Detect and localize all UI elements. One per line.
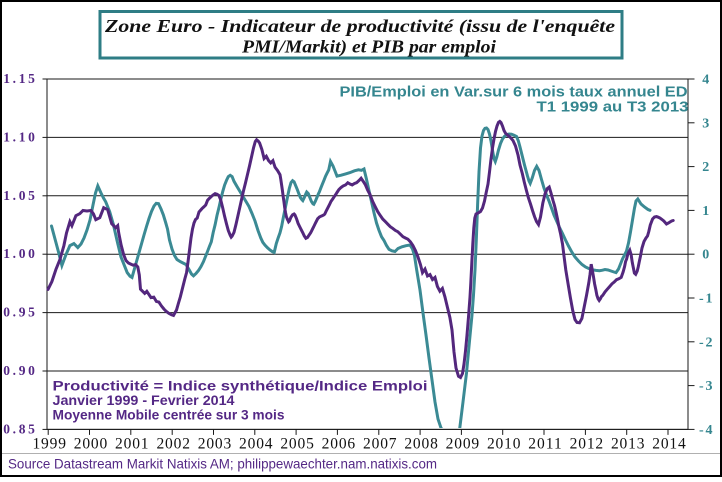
svg-text:2014: 2014	[652, 435, 686, 452]
svg-text:2013: 2013	[611, 435, 645, 452]
svg-text:2002: 2002	[156, 435, 190, 452]
svg-text:2009: 2009	[446, 435, 480, 452]
svg-text:-4: -4	[699, 423, 713, 438]
svg-text:Moyenne Mobile centrée sur 3 m: Moyenne Mobile centrée sur 3 mois	[53, 408, 285, 423]
svg-text:2006: 2006	[322, 435, 356, 452]
svg-text:1999: 1999	[32, 435, 66, 452]
svg-text:Source Datastream Markit Natix: Source Datastream Markit Natixis AM; phi…	[8, 456, 437, 472]
svg-text:PIB/Emploi en Var.sur 6 mois t: PIB/Emploi en Var.sur 6 mois taux annuel…	[340, 84, 688, 101]
svg-text:2004: 2004	[239, 435, 273, 452]
svg-text:4: 4	[702, 73, 709, 88]
svg-text:2005: 2005	[280, 435, 314, 452]
svg-text:2: 2	[702, 160, 709, 175]
svg-text:1.15: 1.15	[3, 71, 35, 86]
svg-text:-1: -1	[699, 292, 713, 307]
svg-text:2003: 2003	[198, 435, 232, 452]
svg-text:1: 1	[702, 204, 709, 219]
svg-text:1.10: 1.10	[3, 129, 35, 144]
svg-text:-3: -3	[699, 379, 713, 394]
svg-text:0.90: 0.90	[3, 363, 35, 378]
svg-text:2008: 2008	[404, 435, 438, 452]
svg-text:2010: 2010	[487, 435, 521, 452]
svg-text:Janvier 1999 - Fevrier 2014: Janvier 1999 - Fevrier 2014	[53, 393, 236, 408]
svg-text:2011: 2011	[528, 435, 562, 452]
svg-text:0: 0	[702, 248, 709, 263]
svg-text:Productivité = Indice synthéti: Productivité = Indice synthétique/Indice…	[53, 379, 428, 394]
svg-text:2000: 2000	[74, 435, 108, 452]
svg-text:T1 1999 au T3 2013: T1 1999 au T3 2013	[537, 99, 689, 116]
svg-text:Zone Euro - Indicateur de prod: Zone Euro - Indicateur de productivité (…	[104, 16, 615, 37]
svg-text:2012: 2012	[570, 435, 604, 452]
svg-text:-2: -2	[699, 335, 713, 350]
svg-text:2001: 2001	[115, 435, 149, 452]
svg-text:2007: 2007	[363, 435, 397, 452]
svg-text:0.95: 0.95	[3, 305, 35, 320]
svg-text:3: 3	[702, 116, 709, 131]
svg-text:1.00: 1.00	[3, 246, 35, 261]
svg-text:0.85: 0.85	[3, 421, 35, 436]
svg-text:1.05: 1.05	[3, 188, 35, 203]
svg-text:PMI/Markit) et PIB par emploi: PMI/Markit) et PIB par emploi	[241, 37, 496, 58]
